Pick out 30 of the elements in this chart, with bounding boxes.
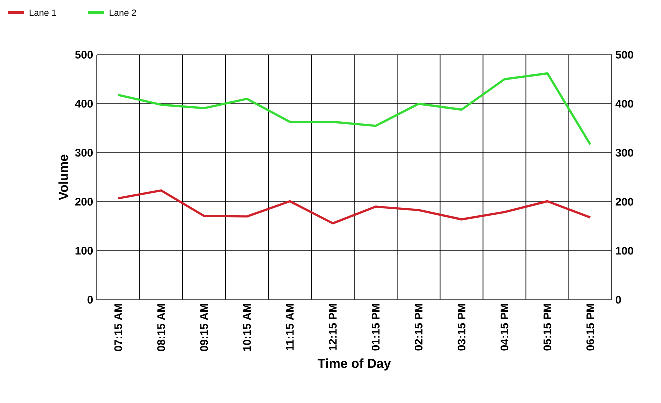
x-tick-label: 04:15 PM — [500, 304, 509, 351]
line-series — [117, 72, 592, 146]
y2-tick-label: 400 — [616, 100, 634, 108]
y-tick-label: 200 — [75, 198, 94, 206]
y2-tick-label: 300 — [616, 149, 634, 157]
y-tick-label: 300 — [75, 149, 94, 157]
y-axis-title: Volume — [58, 154, 68, 200]
x-tick-label: 06:15 PM — [586, 304, 594, 351]
y-tick-label: 0 — [88, 296, 94, 304]
y2-tick-label: 200 — [616, 198, 634, 206]
legend-label: Lane 2 — [110, 10, 136, 16]
x-tick-label: 11:15 AM — [286, 304, 294, 351]
y2-tick-label: 100 — [616, 247, 634, 255]
line-series — [117, 190, 592, 225]
x-tick-label: 03:15 PM — [458, 304, 466, 351]
y-tick-label: 100 — [76, 247, 94, 255]
y-tick-label: 400 — [75, 100, 94, 108]
legend-label: Lane 1 — [30, 10, 56, 16]
x-tick-label: 12:15 PM — [329, 304, 337, 351]
x-tick-label: 01:15 PM — [372, 304, 380, 351]
x-tick-label: 07:15 AM — [114, 304, 122, 352]
x-axis-title: Time of Day — [318, 358, 392, 371]
y2-tick-label: 500 — [616, 51, 634, 59]
x-tick-label: 05:15 PM — [544, 304, 552, 351]
x-tick-label: 09:15 AM — [200, 304, 208, 352]
x-tick-label: 10:15 AM — [243, 304, 252, 352]
x-tick-label: 02:15 PM — [414, 304, 423, 351]
y-tick-label: 500 — [75, 51, 94, 59]
x-tick-label: 08:15 AM — [158, 304, 166, 352]
y2-tick-label: 0 — [616, 296, 622, 304]
